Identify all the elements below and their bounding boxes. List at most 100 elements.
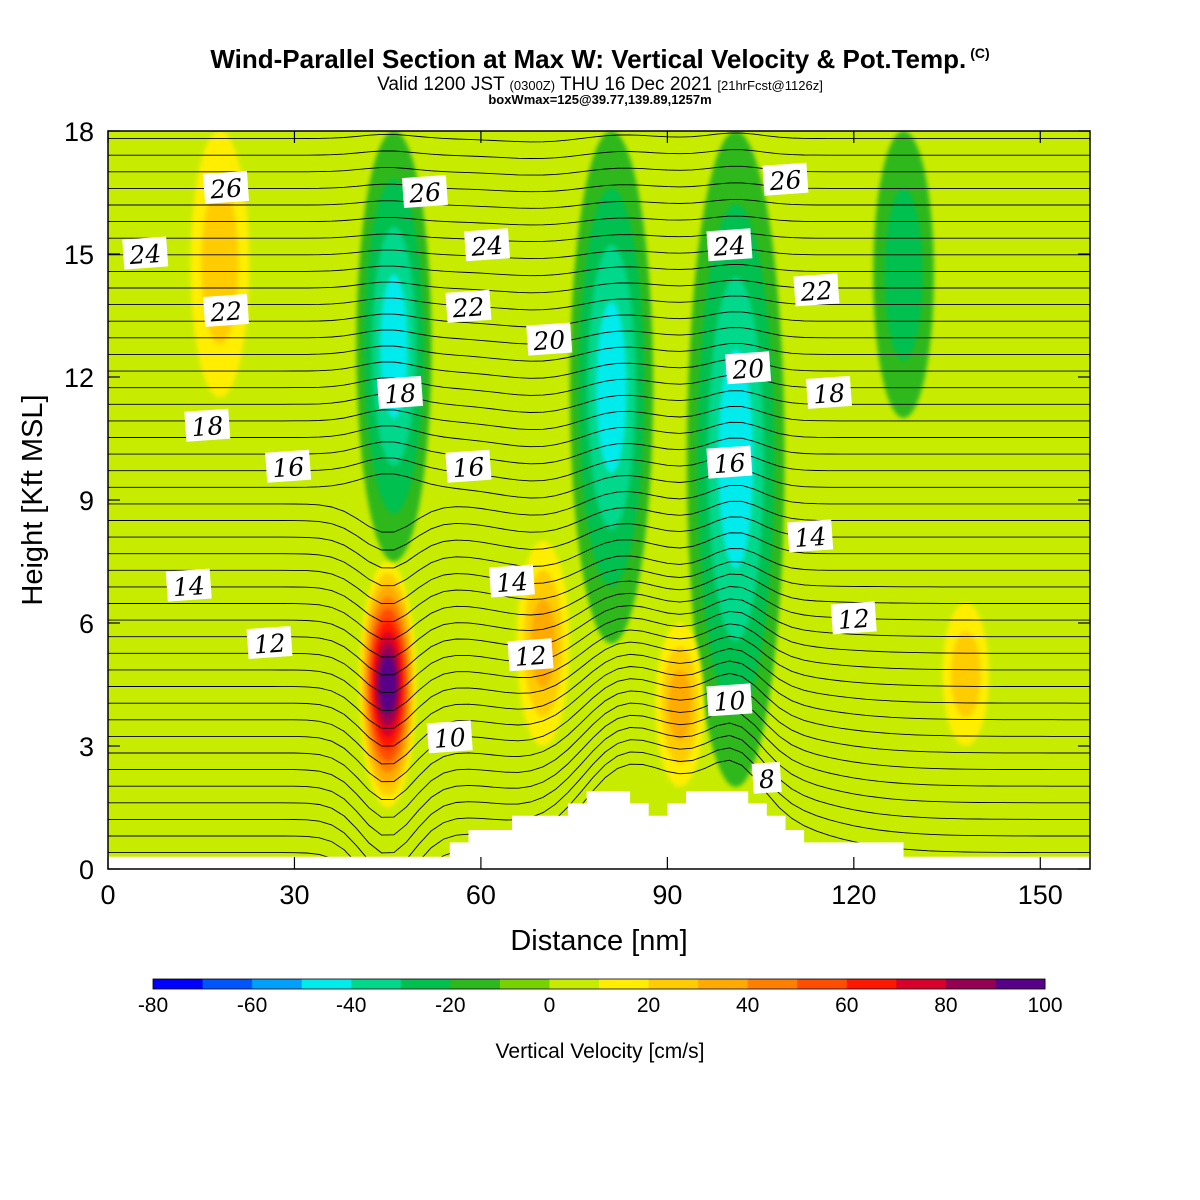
isentrope-label-text: 22	[799, 276, 834, 307]
isentrope-line	[108, 660, 1090, 765]
isentrope-line	[108, 747, 1090, 869]
y-tick-label: 12	[64, 363, 94, 393]
isentrope-line	[108, 215, 1090, 226]
colorbar-swatch	[252, 979, 303, 989]
isentrope-line	[108, 199, 1090, 209]
colorbar-title: Vertical Velocity [cm/s]	[496, 1040, 705, 1063]
colorbar-tick-label: -80	[138, 994, 168, 1017]
isentrope-line	[108, 279, 1090, 294]
vv-shade-8-2	[884, 188, 923, 361]
isentrope-label-text: 16	[452, 452, 486, 483]
isentrope-label-text: 24	[127, 239, 162, 270]
isentrope-label: 16	[445, 449, 492, 483]
isentrope-label-box	[377, 375, 424, 409]
colorbar-tick-label: -60	[237, 994, 267, 1017]
isentrope-label: 26	[762, 162, 809, 196]
isentrope-label: 22	[445, 289, 492, 323]
isentrope-label: 18	[377, 375, 424, 409]
colorbar-swatch	[202, 979, 253, 989]
isentrope-label-box	[184, 408, 231, 442]
isentrope-label-text: 14	[495, 567, 529, 598]
isentrope-line	[108, 311, 1090, 328]
isentrope-label-text: 14	[793, 522, 827, 553]
isentrope-label: 12	[830, 601, 877, 635]
colorbar-swatch	[549, 979, 600, 989]
box-wmax-subtitle: boxWmax=125@39.77,139.89,1257m	[488, 92, 712, 107]
isentrope-label-box	[706, 445, 753, 479]
isentrope-line	[108, 390, 1090, 413]
isentrope-label: 10	[426, 720, 473, 754]
isentrope-label-text: 22	[208, 296, 243, 327]
isentrope-label-box	[706, 228, 753, 262]
isentrope-label: 24	[706, 228, 753, 262]
isentrope-label-text: 12	[837, 604, 871, 635]
isentrope-label: 24	[464, 228, 511, 262]
isentrope-label-box	[401, 175, 448, 209]
colorbar-tick-label: 0	[544, 994, 556, 1017]
isentrope-line	[108, 635, 1090, 729]
x-tick-label: 90	[652, 880, 682, 910]
isentrope-label-box	[122, 236, 169, 270]
isentrope-label-text: 24	[712, 231, 747, 262]
isentrope-line	[108, 342, 1090, 362]
isentrope-label-box	[706, 683, 753, 717]
isentrope-label-text: 16	[713, 448, 747, 479]
isentrope-label: 14	[787, 519, 834, 553]
isentrope-label-box	[488, 564, 535, 598]
x-axis-title: Distance [nm]	[510, 925, 687, 957]
isentrope-line	[108, 697, 1090, 818]
isentrope-label-box	[464, 228, 511, 262]
isentrope-label-text: 20	[730, 354, 765, 385]
x-tick-label: 0	[100, 880, 115, 910]
colorbar-swatch	[351, 979, 402, 989]
isentrope-label: 12	[246, 626, 293, 660]
y-tick-label: 0	[79, 855, 94, 885]
isentrope-line	[108, 327, 1090, 345]
colorbar-tick-label: 20	[637, 994, 660, 1017]
isentrope-label-box	[246, 626, 293, 660]
isentrope-label-box	[203, 170, 250, 204]
isentrope-line	[108, 685, 1090, 800]
isentrope-line	[108, 374, 1090, 396]
isentrope-label-box	[426, 720, 473, 754]
isentrope-label: 26	[401, 175, 448, 209]
colorbar-swatch	[995, 979, 1046, 989]
isentrope-label-box	[265, 449, 312, 483]
isentrope-label-text: 16	[271, 452, 305, 483]
isentrope-label: 18	[184, 408, 231, 442]
isentrope-label-text: 20	[531, 325, 566, 356]
x-tick-label: 60	[466, 880, 496, 910]
isentrope-line	[108, 548, 1090, 605]
isentrope-line	[108, 710, 1090, 836]
isentrope-label-text: 12	[514, 641, 548, 672]
colorbar-swatch	[846, 979, 897, 989]
isentrope-label: 14	[165, 568, 212, 602]
y-tick-label: 9	[79, 486, 94, 516]
colorbar-swatch	[499, 979, 550, 989]
isentrope-label: 26	[203, 170, 250, 205]
isentrope-label: 20	[526, 322, 573, 356]
isentrope-label-box	[445, 449, 492, 483]
isentrope-line	[108, 623, 1090, 711]
colorbar-tick-label: 60	[835, 994, 858, 1017]
isentrope-label: 22	[203, 293, 250, 328]
vv-shade-0-10	[381, 666, 394, 703]
isentrope-line	[108, 485, 1090, 533]
colorbar-swatch	[599, 979, 650, 989]
y-tick-label: 18	[64, 117, 94, 147]
isentrope-line	[108, 358, 1090, 379]
isentrope-line	[108, 232, 1090, 243]
y-tick-label: 3	[79, 732, 94, 762]
colorbar-swatch	[945, 979, 996, 989]
y-tick-label: 6	[79, 609, 94, 639]
isentrope-line	[108, 295, 1090, 311]
isentrope-label-text: 10	[713, 686, 747, 717]
colorbar-tick-label: 100	[1027, 994, 1062, 1017]
isentrope-line	[108, 248, 1090, 260]
isentrope-label-text: 26	[208, 173, 243, 204]
isentrope-label-text: 18	[191, 411, 225, 442]
isentrope-label-box	[787, 519, 834, 553]
isentrope-line	[108, 561, 1090, 622]
isentrope-label-text: 26	[768, 165, 803, 196]
isentrope-label-box	[507, 638, 554, 672]
